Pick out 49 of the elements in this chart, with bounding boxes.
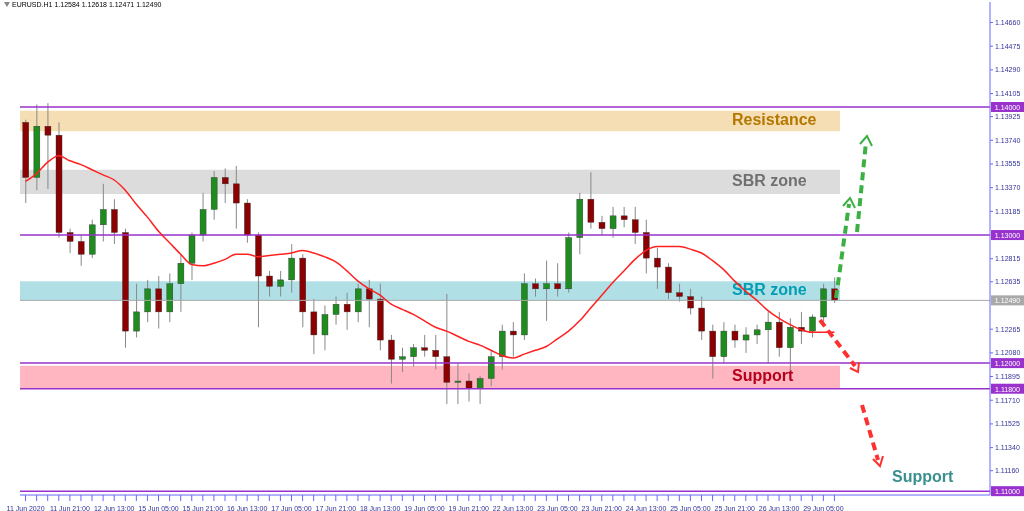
band-label: Support xyxy=(732,367,794,385)
candlestick xyxy=(343,292,351,331)
candlestick xyxy=(355,283,362,323)
candlestick xyxy=(510,321,517,358)
candlestick xyxy=(432,334,439,371)
candlestick xyxy=(277,270,284,298)
candlestick xyxy=(332,296,340,326)
candlestick xyxy=(476,375,484,405)
candlestick xyxy=(366,279,373,328)
band-label: Resistance xyxy=(732,111,817,129)
candlestick xyxy=(598,215,606,236)
candlestick xyxy=(454,362,462,405)
candlestick xyxy=(487,349,495,387)
candlestick xyxy=(765,311,772,364)
candlestick xyxy=(687,288,694,315)
candlestick xyxy=(77,234,85,267)
candlestick xyxy=(410,343,417,368)
candlestick xyxy=(310,298,318,355)
candlestick xyxy=(698,296,705,341)
candlestick xyxy=(399,347,406,373)
candlestick xyxy=(144,279,151,323)
candlestick xyxy=(155,275,162,330)
candlestick xyxy=(632,206,639,245)
candlestick xyxy=(587,171,595,230)
candlestick xyxy=(321,304,329,351)
candlestick xyxy=(543,260,550,322)
candlestick xyxy=(222,167,229,204)
candlestick xyxy=(654,247,661,290)
candlestick xyxy=(177,253,185,313)
candlestick xyxy=(620,206,628,228)
candlestick xyxy=(731,324,739,349)
candlestick xyxy=(100,183,107,242)
candlestick xyxy=(421,334,428,358)
candlestick xyxy=(233,165,240,230)
candlestick xyxy=(809,313,816,338)
candlestick xyxy=(288,243,295,294)
candlestick xyxy=(133,283,140,338)
line-series xyxy=(24,154,836,359)
candlestick xyxy=(609,206,617,239)
text: Support xyxy=(892,468,954,486)
candlestick xyxy=(465,372,473,403)
candlestick xyxy=(44,102,52,190)
band-label: SBR zone xyxy=(732,171,807,189)
candlestick xyxy=(388,334,395,385)
candlestick xyxy=(111,198,118,245)
candlestick xyxy=(266,270,273,298)
candlestick xyxy=(753,324,761,345)
candlestick xyxy=(742,326,750,354)
candlestick xyxy=(554,262,561,298)
